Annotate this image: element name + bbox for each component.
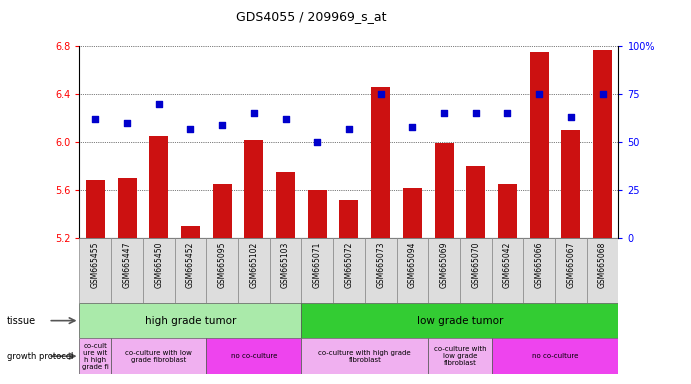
Bar xyxy=(466,166,485,238)
Text: GSM665455: GSM665455 xyxy=(91,242,100,288)
Text: growth protocol: growth protocol xyxy=(7,352,73,361)
Point xyxy=(597,91,608,97)
Point xyxy=(407,124,418,130)
Text: GSM665068: GSM665068 xyxy=(598,242,607,288)
Bar xyxy=(593,50,612,238)
Bar xyxy=(213,184,231,238)
Text: no co-culture: no co-culture xyxy=(231,353,277,359)
Bar xyxy=(245,140,263,238)
Point xyxy=(471,110,482,116)
Text: GSM665042: GSM665042 xyxy=(503,242,512,288)
Bar xyxy=(269,238,301,303)
Bar xyxy=(181,226,200,238)
Bar xyxy=(365,238,397,303)
Text: GSM665066: GSM665066 xyxy=(535,242,544,288)
Point xyxy=(248,110,259,116)
Bar xyxy=(491,238,523,303)
Bar xyxy=(530,52,549,238)
Text: GSM665070: GSM665070 xyxy=(471,242,480,288)
Text: co-culture with low
grade fibroblast: co-culture with low grade fibroblast xyxy=(125,350,192,362)
Bar xyxy=(238,238,269,303)
Bar xyxy=(79,303,301,338)
Point xyxy=(312,139,323,145)
Point xyxy=(216,122,227,128)
Bar xyxy=(111,338,207,374)
Point xyxy=(185,126,196,132)
Bar xyxy=(86,180,105,238)
Bar xyxy=(523,238,555,303)
Text: GSM665069: GSM665069 xyxy=(439,242,448,288)
Bar xyxy=(403,188,422,238)
Point xyxy=(122,120,133,126)
Text: GSM665071: GSM665071 xyxy=(313,242,322,288)
Text: GSM665450: GSM665450 xyxy=(154,242,163,288)
Bar xyxy=(307,190,327,238)
Point xyxy=(565,114,576,120)
Bar xyxy=(428,338,491,374)
Point xyxy=(280,116,291,122)
Bar xyxy=(207,338,301,374)
Bar xyxy=(333,238,365,303)
Text: co-cult
ure wit
h high
grade fi: co-cult ure wit h high grade fi xyxy=(82,343,108,370)
Bar xyxy=(561,130,580,238)
Bar xyxy=(397,238,428,303)
Bar xyxy=(587,238,618,303)
Bar xyxy=(276,172,295,238)
Bar xyxy=(175,238,207,303)
Bar xyxy=(301,338,428,374)
Bar xyxy=(143,238,175,303)
Text: low grade tumor: low grade tumor xyxy=(417,316,503,326)
Text: GSM665452: GSM665452 xyxy=(186,242,195,288)
Point xyxy=(439,110,450,116)
Point xyxy=(502,110,513,116)
Bar xyxy=(339,200,359,238)
Text: GSM665447: GSM665447 xyxy=(122,242,131,288)
Text: GDS4055 / 209969_s_at: GDS4055 / 209969_s_at xyxy=(236,10,386,23)
Point xyxy=(533,91,545,97)
Text: high grade tumor: high grade tumor xyxy=(144,316,236,326)
Point xyxy=(375,91,386,97)
Bar xyxy=(301,303,618,338)
Bar xyxy=(79,338,111,374)
Text: GSM665103: GSM665103 xyxy=(281,242,290,288)
Bar xyxy=(555,238,587,303)
Text: co-culture with
low grade
fibroblast: co-culture with low grade fibroblast xyxy=(434,346,486,366)
Bar xyxy=(301,238,333,303)
Bar xyxy=(371,87,390,238)
Text: no co-culture: no co-culture xyxy=(532,353,578,359)
Bar xyxy=(498,184,517,238)
Bar xyxy=(435,143,453,238)
Bar xyxy=(149,136,168,238)
Bar xyxy=(491,338,618,374)
Bar xyxy=(428,238,460,303)
Text: GSM665067: GSM665067 xyxy=(567,242,576,288)
Bar xyxy=(460,238,491,303)
Text: GSM665072: GSM665072 xyxy=(344,242,354,288)
Point xyxy=(90,116,101,122)
Point xyxy=(343,126,354,132)
Text: GSM665094: GSM665094 xyxy=(408,242,417,288)
Bar xyxy=(111,238,143,303)
Text: tissue: tissue xyxy=(7,316,36,326)
Text: co-culture with high grade
fibroblast: co-culture with high grade fibroblast xyxy=(319,350,411,362)
Bar xyxy=(117,178,137,238)
Bar xyxy=(79,238,111,303)
Text: GSM665073: GSM665073 xyxy=(376,242,385,288)
Text: GSM665095: GSM665095 xyxy=(218,242,227,288)
Bar xyxy=(207,238,238,303)
Point xyxy=(153,101,164,107)
Text: GSM665102: GSM665102 xyxy=(249,242,258,288)
